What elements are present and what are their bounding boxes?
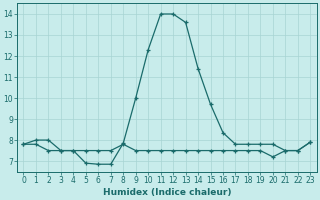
X-axis label: Humidex (Indice chaleur): Humidex (Indice chaleur) (103, 188, 231, 197)
